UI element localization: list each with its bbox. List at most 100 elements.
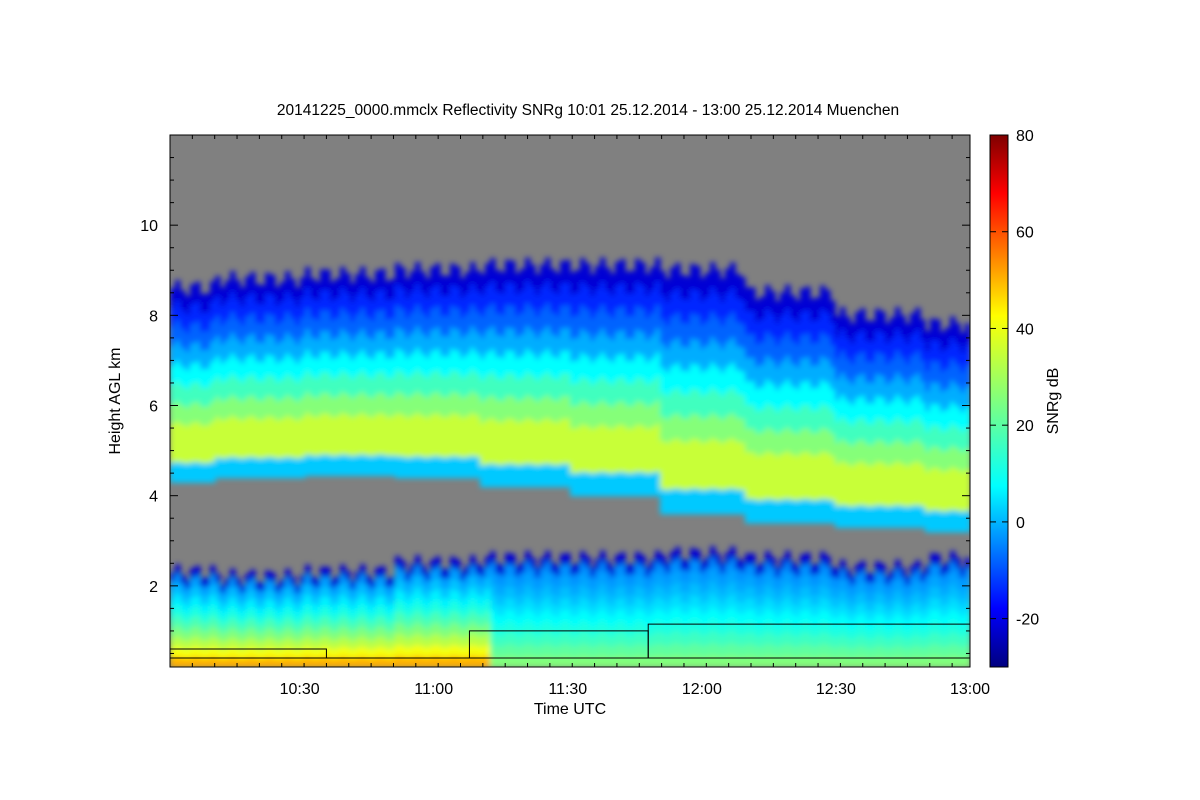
echo-cell — [470, 633, 476, 646]
echo-cell — [590, 566, 596, 578]
echo-cell — [855, 398, 861, 421]
echo-cell — [375, 607, 381, 619]
echo-cell — [725, 644, 731, 657]
echo-cell — [845, 608, 851, 619]
echo-cell — [620, 259, 626, 284]
echo-cell — [335, 575, 341, 586]
echo-cell — [790, 318, 796, 342]
echo-cell — [825, 336, 831, 361]
echo-cell — [610, 473, 616, 497]
echo-cell — [735, 645, 741, 657]
echo-cell — [350, 606, 356, 616]
echo-cell — [555, 656, 561, 667]
echo-cell — [460, 618, 466, 630]
echo-cell — [240, 650, 246, 660]
echo-cell — [800, 358, 806, 383]
echo-cell — [900, 463, 906, 486]
echo-cell — [605, 624, 611, 636]
echo-cell — [420, 595, 426, 607]
echo-cell — [405, 590, 411, 601]
echo-cell — [895, 373, 901, 396]
echo-cell — [950, 608, 956, 622]
echo-cell — [710, 630, 716, 644]
echo-cell — [830, 300, 836, 324]
echo-cell — [295, 658, 301, 667]
echo-cell — [845, 485, 851, 507]
echo-cell — [770, 291, 776, 315]
echo-cell — [245, 397, 251, 418]
echo-cell — [285, 374, 291, 396]
echo-cell — [585, 263, 591, 288]
echo-cell — [600, 562, 606, 575]
echo-cell — [260, 458, 266, 479]
echo-cell — [790, 295, 796, 319]
echo-cell — [305, 656, 311, 667]
echo-cell — [610, 656, 616, 667]
echo-cell — [815, 625, 821, 637]
echo-cell — [575, 473, 581, 497]
echo-cell — [525, 280, 531, 305]
echo-cell — [785, 562, 791, 575]
echo-cell — [385, 378, 391, 399]
echo-cell — [560, 305, 566, 330]
echo-cell — [415, 588, 421, 601]
echo-cell — [745, 358, 751, 383]
echo-cell — [415, 622, 421, 635]
echo-cell — [850, 404, 856, 426]
echo-cell — [800, 588, 806, 601]
echo-cell — [485, 644, 491, 657]
echo-cell — [755, 626, 761, 638]
echo-cell — [565, 587, 571, 600]
echo-cell — [275, 592, 281, 602]
echo-cell — [755, 433, 761, 457]
echo-cell — [510, 655, 516, 667]
echo-cell — [280, 320, 286, 342]
echo-cell — [845, 506, 851, 528]
echo-cell — [730, 312, 736, 339]
echo-cell — [395, 644, 401, 657]
echo-cell — [880, 440, 886, 464]
echo-cell — [780, 430, 786, 455]
echo-cell — [170, 610, 176, 621]
echo-cell — [665, 646, 671, 658]
echo-cell — [535, 646, 541, 658]
echo-cell — [825, 633, 831, 646]
echo-cell — [590, 616, 596, 628]
echo-cell — [925, 511, 931, 533]
echo-cell — [815, 387, 821, 411]
echo-cell — [580, 258, 586, 283]
echo-cell — [285, 568, 291, 580]
echo-cell — [475, 270, 481, 292]
echo-cell — [865, 601, 871, 612]
echo-cell — [170, 327, 176, 348]
echo-cell — [195, 381, 201, 403]
echo-cell — [210, 575, 216, 587]
echo-cell — [945, 409, 951, 431]
echo-cell — [665, 604, 671, 616]
echo-cell — [875, 614, 881, 626]
echo-cell — [460, 417, 466, 439]
echo-cell — [855, 376, 861, 399]
echo-cell — [840, 559, 846, 572]
echo-cell — [645, 586, 651, 598]
echo-cell — [335, 584, 341, 595]
echo-cell — [275, 617, 281, 627]
echo-cell — [335, 603, 341, 613]
echo-cell — [245, 276, 251, 298]
echo-cell — [495, 646, 501, 658]
echo-cell — [420, 312, 426, 335]
echo-cell — [310, 396, 316, 417]
echo-cell — [320, 576, 326, 588]
echo-cell — [375, 372, 381, 394]
echo-cell — [470, 348, 476, 371]
echo-cell — [790, 363, 796, 387]
echo-cell — [450, 413, 456, 436]
echo-cell — [660, 368, 666, 393]
echo-cell — [795, 646, 801, 658]
echo-cell — [280, 379, 286, 400]
echo-cell — [960, 576, 966, 588]
echo-cell — [415, 633, 421, 646]
echo-cell — [490, 620, 496, 633]
echo-cell — [395, 327, 401, 350]
echo-cell — [810, 564, 816, 576]
